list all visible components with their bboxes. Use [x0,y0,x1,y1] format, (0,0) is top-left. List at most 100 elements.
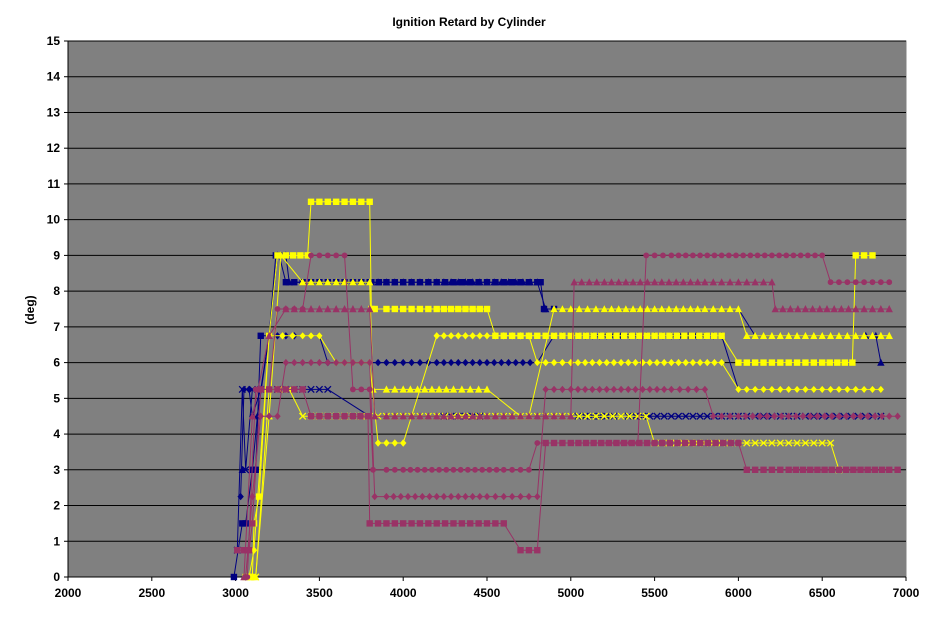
data-point [399,278,407,286]
data-point [365,305,374,313]
data-point [486,466,493,473]
data-point [672,305,680,313]
data-point [468,412,477,420]
data-point [469,358,476,367]
data-point [476,305,484,313]
data-point [804,252,811,259]
data-point [643,278,652,286]
data-point [776,439,784,447]
data-point [634,412,642,420]
data-point [443,466,450,473]
x-tick-label: 5500 [641,586,668,600]
data-point [391,305,399,313]
data-point [447,278,455,286]
data-point [850,466,857,473]
data-point [733,252,739,259]
data-point [429,466,435,473]
data-point [574,358,582,367]
data-point [583,412,592,420]
data-point [785,359,792,366]
data-point [371,412,379,420]
data-point [324,278,332,286]
data-point [681,332,688,339]
data-point [639,385,646,394]
y-tick-label: 6 [53,356,60,370]
data-point [864,466,871,473]
y-tick-label: 10 [47,213,61,227]
data-point [819,252,826,259]
data-point [575,440,582,446]
data-point [244,574,251,580]
data-point [808,305,817,313]
data-point [802,385,809,394]
data-point [777,466,784,473]
data-point [483,492,491,501]
data-point [366,386,373,393]
data-point [844,305,853,313]
series-line [246,254,890,578]
data-point [340,305,349,313]
data-point [324,252,331,259]
data-point [696,412,704,420]
data-point [585,278,593,286]
data-point [307,413,315,420]
data-point [308,252,314,259]
series-11 [244,252,893,580]
data-point [871,466,879,473]
data-point [498,358,505,367]
data-point [814,412,821,420]
data-point [525,547,533,554]
data-point [818,439,826,447]
data-point [819,359,826,366]
data-point [299,386,306,393]
data-point [291,386,298,393]
data-point [628,332,635,339]
data-point [349,305,357,313]
data-point [407,466,414,473]
data-point [469,332,476,340]
data-point [255,493,263,500]
data-point [651,439,658,447]
data-point [299,332,306,340]
data-point [542,385,549,394]
data-point [508,332,516,340]
data-point [703,412,711,420]
data-point [250,546,258,554]
data-point [424,412,433,420]
data-point [517,466,524,473]
y-tick-label: 4 [53,427,60,441]
data-point [785,466,792,473]
data-point [596,358,603,367]
data-point [433,358,440,367]
data-point [592,305,600,313]
data-point [769,252,775,259]
data-point [374,358,382,367]
data-point [734,278,743,286]
data-point [440,492,448,501]
data-point [449,385,458,393]
data-point [364,413,372,420]
data-point [365,278,374,286]
data-point [603,358,610,367]
data-point [826,331,835,339]
data-point [382,278,391,286]
data-point [282,386,290,393]
data-point [751,439,759,447]
data-point [349,198,357,205]
data-point [316,332,323,340]
chart-title: Ignition Retard by Cylinder [392,15,546,29]
data-point [768,439,776,447]
data-point [785,439,793,447]
data-point [668,358,675,367]
data-point [869,252,876,259]
data-point [636,332,643,339]
data-point [610,358,618,367]
data-point [525,332,533,340]
data-point [416,520,424,527]
data-point [435,385,443,393]
data-point [684,385,692,394]
data-point [559,358,566,367]
data-point [837,305,846,313]
y-axis-label: (deg) [23,295,37,324]
data-point [617,358,625,367]
